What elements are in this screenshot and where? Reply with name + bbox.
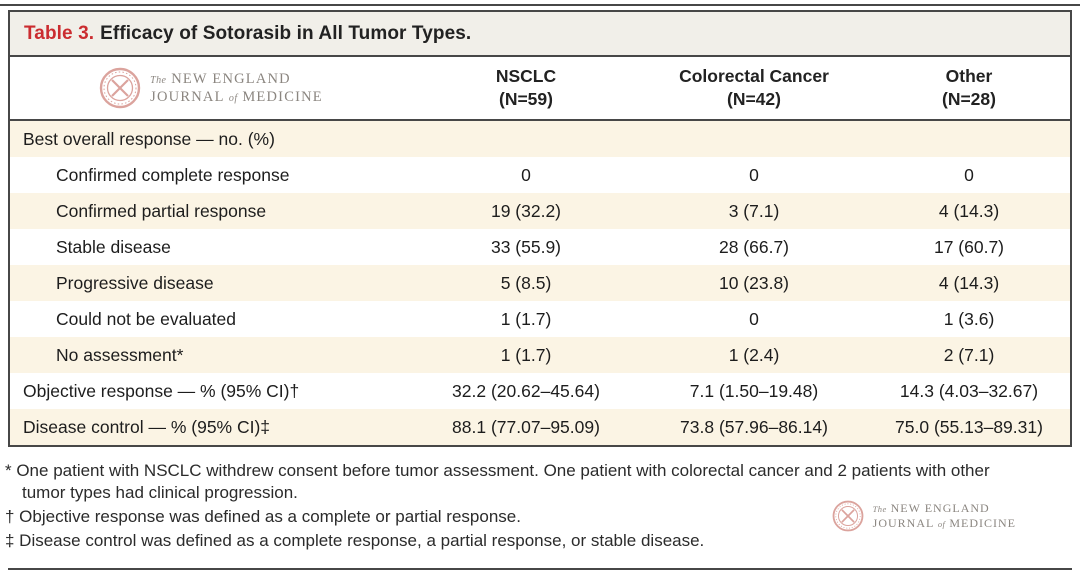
table-number-label: Table 3.	[24, 23, 95, 44]
row-value-colorectal: 7.1 (1.50–19.48)	[689, 380, 819, 401]
row-value-nsclc: 19 (32.2)	[490, 200, 562, 221]
table-row-no-assessment: No assessment* 1 (1.7) 1 (2.4) 2 (7.1)	[10, 337, 1070, 373]
nejm-new-england: NEW ENGLAND	[171, 70, 291, 87]
table-row-disease-control: Disease control — % (95% CI)‡ 88.1 (77.0…	[10, 409, 1070, 445]
row-value-nsclc: 1 (1.7)	[500, 344, 552, 365]
row-value-other: 1 (3.6)	[943, 308, 995, 329]
column-header-other-name: Other	[945, 66, 993, 87]
table-row-could-not-be-evaluated: Could not be evaluated 1 (1.7) 0 1 (3.6)	[10, 301, 1070, 337]
row-label: Confirmed complete response	[56, 164, 290, 185]
nejm-logo-text: The NEW ENGLAND JOURNAL of MEDICINE	[150, 70, 323, 106]
row-value-other: 14.3 (4.03–32.67)	[899, 380, 1039, 401]
row-label: Disease control — % (95% CI)‡	[23, 416, 271, 437]
nejm-of: of	[937, 519, 946, 529]
row-value-nsclc: 32.2 (20.62–45.64)	[452, 380, 600, 401]
row-value-nsclc: 33 (55.9)	[490, 236, 562, 257]
row-label: Progressive disease	[56, 272, 214, 293]
row-value-other: 4 (14.3)	[938, 200, 1000, 221]
row-value-other: 17 (60.7)	[933, 236, 1005, 257]
row-value-other: 4 (14.3)	[938, 272, 1000, 293]
table-row-best-overall-response: Best overall response — no. (%)	[10, 121, 1070, 157]
row-value-colorectal: 10 (23.8)	[718, 272, 790, 293]
row-value-nsclc: 88.1 (77.07–95.09)	[452, 416, 600, 437]
table-header-row: The NEW ENGLAND JOURNAL of MEDICINE NSCL…	[10, 57, 1070, 121]
row-label: Best overall response — no. (%)	[23, 128, 275, 149]
column-header-nsclc: NSCLC (N=59)	[412, 65, 640, 111]
row-label: No assessment*	[56, 344, 184, 365]
row-value-colorectal: 28 (66.7)	[718, 236, 790, 257]
table-row-stable-disease: Stable disease 33 (55.9) 28 (66.7) 17 (6…	[10, 229, 1070, 265]
nejm-seal-icon	[832, 500, 864, 532]
footnote-double-dagger: ‡ Disease control was defined as a compl…	[5, 531, 705, 551]
row-label: Confirmed partial response	[56, 200, 267, 221]
nejm-logo-footer: The NEW ENGLAND JOURNAL of MEDICINE	[832, 500, 1016, 532]
table-row-progressive-disease: Progressive disease 5 (8.5) 10 (23.8) 4 …	[10, 265, 1070, 301]
row-value-nsclc: 5 (8.5)	[500, 272, 552, 293]
column-header-nsclc-name: NSCLC	[495, 66, 557, 87]
row-value-other: 75.0 (55.13–89.31)	[895, 416, 1043, 437]
column-header-colorectal: Colorectal Cancer (N=42)	[640, 65, 868, 111]
nejm-of: of	[228, 93, 238, 104]
bottom-horizontal-rule	[8, 568, 1072, 570]
table-footnotes: * One patient with NSCLC withdrew consen…	[5, 460, 1035, 554]
nejm-seal-icon	[99, 67, 141, 109]
column-header-nsclc-n: (N=59)	[499, 89, 553, 109]
row-value-colorectal: 73.8 (57.96–86.14)	[680, 416, 828, 437]
column-header-other: Other (N=28)	[868, 65, 1070, 111]
nejm-medicine: MEDICINE	[242, 89, 323, 105]
row-label: Stable disease	[56, 236, 171, 257]
column-header-colorectal-n: (N=42)	[727, 89, 781, 109]
table-3-container: Table 3. Efficacy of Sotorasib in All Tum…	[8, 10, 1072, 447]
nejm-journal: JOURNAL	[150, 89, 225, 105]
footnote-asterisk: * One patient with NSCLC withdrew consen…	[5, 461, 990, 503]
row-value-colorectal: 0	[749, 164, 759, 185]
nejm-medicine: MEDICINE	[949, 516, 1016, 530]
nejm-new-england: NEW ENGLAND	[890, 501, 990, 515]
nejm-logo-text: The NEW ENGLAND JOURNAL of MEDICINE	[873, 501, 1016, 531]
nejm-journal: JOURNAL	[872, 516, 934, 530]
row-value-other: 0	[964, 164, 974, 185]
row-value-other: 2 (7.1)	[943, 344, 995, 365]
row-value-nsclc: 0	[521, 164, 531, 185]
table-title-text: Efficacy of Sotorasib in All Tumor Types…	[100, 23, 472, 44]
table-row-confirmed-partial-response: Confirmed partial response 19 (32.2) 3 (…	[10, 193, 1070, 229]
column-header-colorectal-name: Colorectal Cancer	[679, 66, 829, 87]
footnote-dagger: † Objective response was defined as a co…	[5, 507, 521, 527]
row-value-colorectal: 0	[749, 308, 759, 329]
nejm-the: The	[872, 504, 887, 514]
row-value-colorectal: 1 (2.4)	[728, 344, 780, 365]
table-row-confirmed-complete-response: Confirmed complete response 0 0 0	[10, 157, 1070, 193]
column-header-other-n: (N=28)	[942, 89, 996, 109]
table-title-bar: Table 3. Efficacy of Sotorasib in All Tum…	[10, 12, 1070, 57]
row-label: Could not be evaluated	[56, 308, 236, 329]
table-row-objective-response: Objective response — % (95% CI)† 32.2 (2…	[10, 373, 1070, 409]
top-horizontal-rule	[0, 4, 1080, 6]
row-value-colorectal: 3 (7.1)	[728, 200, 780, 221]
nejm-logo-header: The NEW ENGLAND JOURNAL of MEDICINE	[10, 67, 412, 109]
nejm-the: The	[150, 74, 167, 86]
row-label: Objective response — % (95% CI)†	[23, 380, 300, 401]
row-value-nsclc: 1 (1.7)	[500, 308, 552, 329]
